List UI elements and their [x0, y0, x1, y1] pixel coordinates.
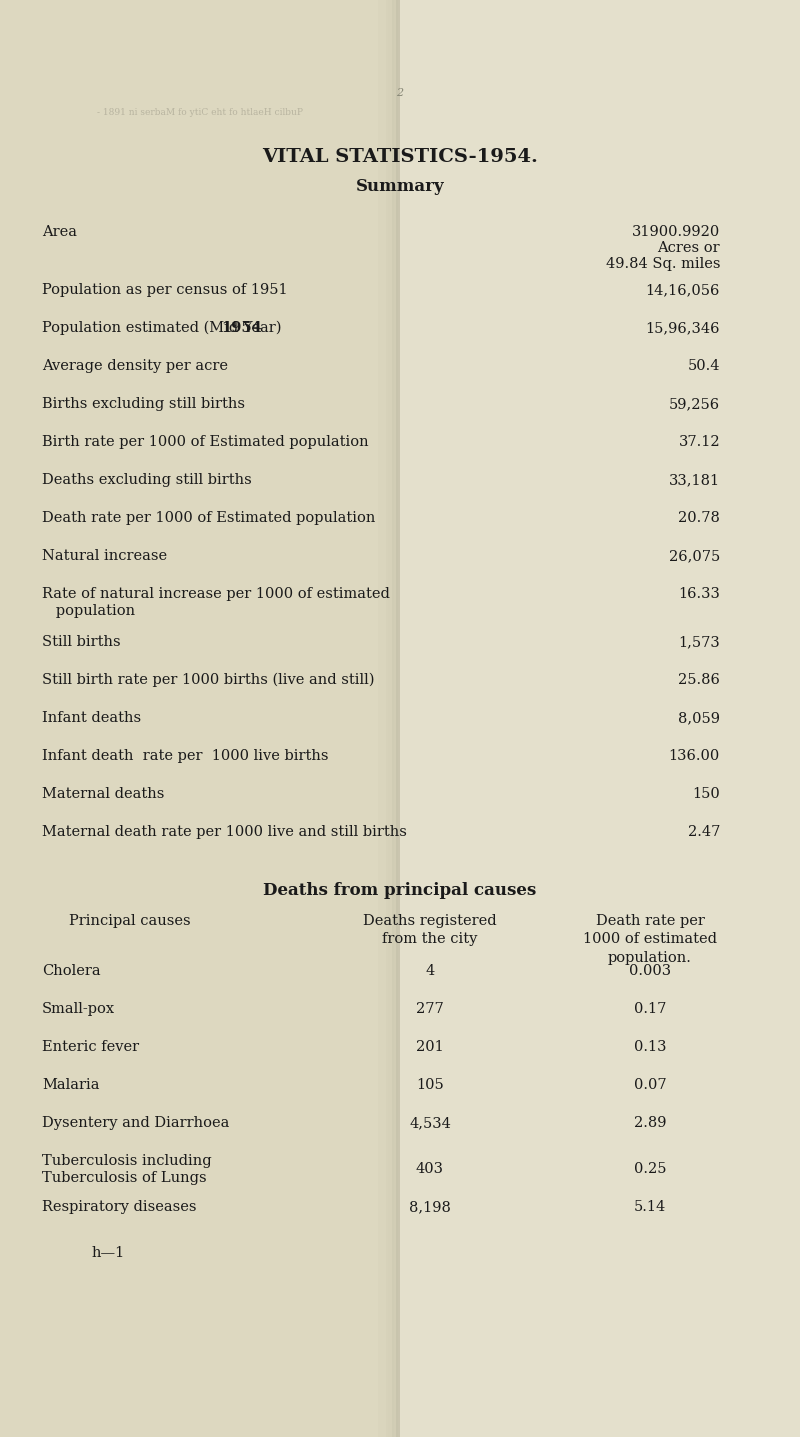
Text: 201: 201 — [416, 1040, 444, 1053]
Text: Rate of natural increase per 1000 of estimated: Rate of natural increase per 1000 of est… — [42, 586, 390, 601]
Text: h—1: h—1 — [92, 1246, 126, 1260]
Text: Still birth rate per 1000 births (live and still): Still birth rate per 1000 births (live a… — [42, 673, 374, 687]
Text: Small-pox: Small-pox — [42, 1002, 115, 1016]
Text: 277: 277 — [416, 1002, 444, 1016]
Text: 1,573: 1,573 — [678, 635, 720, 650]
Text: 15,96,346: 15,96,346 — [646, 320, 720, 335]
Text: Death rate per
1000 of estimated
population.: Death rate per 1000 of estimated populat… — [583, 914, 717, 964]
Bar — [400, 0, 800, 1437]
Text: Still births: Still births — [42, 635, 121, 650]
Text: Maternal deaths: Maternal deaths — [42, 787, 164, 800]
Text: Principal causes: Principal causes — [69, 914, 191, 928]
Text: Tuberculosis including: Tuberculosis including — [42, 1154, 212, 1168]
Text: Maternal death rate per 1000 live and still births: Maternal death rate per 1000 live and st… — [42, 825, 407, 839]
Text: Birth rate per 1000 of Estimated population: Birth rate per 1000 of Estimated populat… — [42, 435, 369, 448]
Bar — [392, 0, 398, 1437]
Text: 0.07: 0.07 — [634, 1078, 666, 1092]
Text: Dysentery and Diarrhoea: Dysentery and Diarrhoea — [42, 1117, 230, 1129]
Text: 2.89: 2.89 — [634, 1117, 666, 1129]
Text: 2: 2 — [397, 88, 403, 98]
Text: 105: 105 — [416, 1078, 444, 1092]
Text: 33,181: 33,181 — [669, 473, 720, 487]
Text: VITAL STATISTICS-1954.: VITAL STATISTICS-1954. — [262, 148, 538, 167]
Text: 1954: 1954 — [221, 320, 262, 335]
Text: Deaths registered
from the city: Deaths registered from the city — [363, 914, 497, 947]
Text: 16.33: 16.33 — [678, 586, 720, 601]
Text: Natural increase: Natural increase — [42, 549, 167, 563]
Text: Average density per acre: Average density per acre — [42, 359, 228, 374]
Text: 403: 403 — [416, 1163, 444, 1175]
Text: 0.003: 0.003 — [629, 964, 671, 979]
Text: Deaths from principal causes: Deaths from principal causes — [263, 882, 537, 900]
Bar — [396, 0, 400, 1437]
Text: 26,075: 26,075 — [669, 549, 720, 563]
Text: 150: 150 — [692, 787, 720, 800]
Text: Respiratory diseases: Respiratory diseases — [42, 1200, 197, 1214]
Text: 0.13: 0.13 — [634, 1040, 666, 1053]
Text: Cholera: Cholera — [42, 964, 101, 979]
Text: 5.14: 5.14 — [634, 1200, 666, 1214]
Text: 31900.9920: 31900.9920 — [632, 226, 720, 239]
Text: 59,256: 59,256 — [669, 397, 720, 411]
Text: 2.47: 2.47 — [688, 825, 720, 839]
Text: Infant death  rate per  1000 live births: Infant death rate per 1000 live births — [42, 749, 329, 763]
Text: 136.00: 136.00 — [669, 749, 720, 763]
Text: Area: Area — [42, 226, 77, 239]
Text: Acres or: Acres or — [658, 241, 720, 254]
Text: 4: 4 — [426, 964, 434, 979]
Text: 8,198: 8,198 — [409, 1200, 451, 1214]
Bar — [0, 0, 400, 1437]
Text: population: population — [42, 604, 135, 618]
Text: 25.86: 25.86 — [678, 673, 720, 687]
Text: 14,16,056: 14,16,056 — [646, 283, 720, 297]
Text: 0.17: 0.17 — [634, 1002, 666, 1016]
Text: 20.78: 20.78 — [678, 512, 720, 525]
Text: Infant deaths: Infant deaths — [42, 711, 141, 726]
Text: Tuberculosis of Lungs: Tuberculosis of Lungs — [42, 1171, 206, 1186]
Text: 0.25: 0.25 — [634, 1163, 666, 1175]
Text: 50.4: 50.4 — [687, 359, 720, 374]
Bar — [378, 0, 388, 1437]
Text: Population as per census of 1951: Population as per census of 1951 — [42, 283, 288, 297]
Text: Death rate per 1000 of Estimated population: Death rate per 1000 of Estimated populat… — [42, 512, 375, 525]
Text: Births excluding still births: Births excluding still births — [42, 397, 245, 411]
Text: 8,059: 8,059 — [678, 711, 720, 726]
Text: Population estimated (Mid Year): Population estimated (Mid Year) — [42, 320, 286, 335]
Text: 4,534: 4,534 — [409, 1117, 451, 1129]
Text: 37.12: 37.12 — [678, 435, 720, 448]
Bar — [386, 0, 394, 1437]
Text: Enteric fever: Enteric fever — [42, 1040, 139, 1053]
Text: 49.84 Sq. miles: 49.84 Sq. miles — [606, 257, 720, 272]
Text: Deaths excluding still births: Deaths excluding still births — [42, 473, 252, 487]
Text: - 1891 ni serbaM fo ytiC eht fo htlaeH cilbuP: - 1891 ni serbaM fo ytiC eht fo htlaeH c… — [97, 108, 303, 116]
Text: Summary: Summary — [356, 178, 444, 195]
Text: Malaria: Malaria — [42, 1078, 99, 1092]
